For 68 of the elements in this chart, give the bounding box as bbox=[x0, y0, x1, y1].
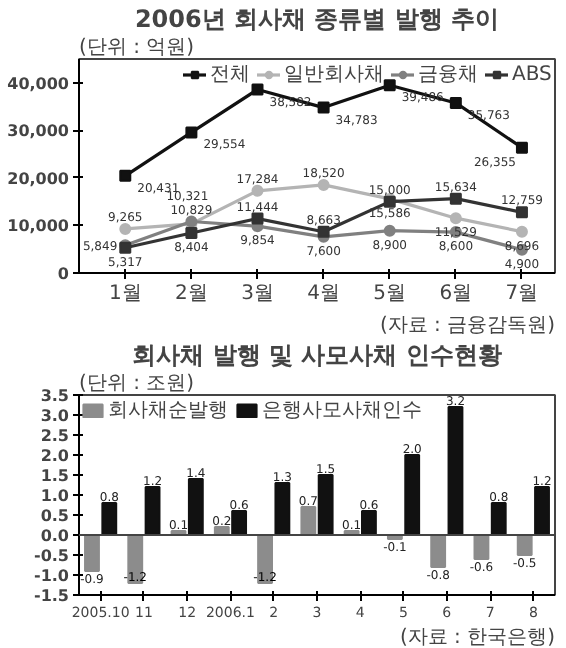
y-tick-label: 1.5 bbox=[40, 467, 70, 485]
legend-label: 전체 bbox=[210, 62, 250, 88]
text: (자료 : 금융감독원) bbox=[379, 315, 556, 337]
point bbox=[119, 222, 132, 235]
x-tick-label: 5월 bbox=[373, 283, 407, 305]
point bbox=[515, 206, 528, 219]
bar bbox=[447, 406, 464, 536]
x-tick-label: 1월 bbox=[108, 283, 142, 305]
y-tick-label: 2.0 bbox=[40, 447, 70, 465]
y-tick-label: 40,000 bbox=[7, 74, 70, 93]
y-tick-label: 20,000 bbox=[7, 169, 70, 188]
bar bbox=[300, 506, 317, 536]
chart-title: 2006년 회사채 종류별 발행 추이 bbox=[134, 5, 500, 33]
y-tick-label: 10,000 bbox=[7, 217, 70, 236]
bar bbox=[404, 454, 421, 536]
legend-label: 은행사모사채인수 bbox=[262, 398, 422, 424]
point bbox=[515, 225, 528, 238]
y-tick-label: 3.0 bbox=[40, 407, 70, 425]
bar bbox=[187, 478, 204, 536]
point bbox=[317, 101, 330, 114]
bar bbox=[231, 510, 248, 536]
bar bbox=[430, 534, 447, 568]
y-tick-label: -1.5 bbox=[34, 587, 70, 605]
bar bbox=[490, 502, 507, 536]
annotation: (단위 : 조원) bbox=[79, 373, 195, 395]
bar bbox=[274, 482, 291, 536]
point bbox=[317, 225, 330, 238]
x-tick-label: 6월 bbox=[439, 283, 473, 305]
y-tick-label: -0.5 bbox=[34, 547, 70, 565]
bar bbox=[101, 502, 118, 536]
x-tick-label: 3월 bbox=[241, 283, 274, 305]
bar bbox=[144, 486, 161, 536]
y-tick-label: 1.0 bbox=[40, 487, 70, 505]
point bbox=[317, 178, 330, 191]
bar bbox=[84, 534, 100, 572]
y-tick-label: 3.5 bbox=[40, 387, 70, 405]
text: (자료 : 한국은행) bbox=[399, 627, 556, 648]
point bbox=[449, 192, 462, 205]
y-tick-label: 0.0 bbox=[40, 527, 70, 545]
point bbox=[251, 184, 264, 197]
point bbox=[515, 141, 528, 154]
y-tick-label: 0.5 bbox=[40, 507, 70, 525]
y-tick-label: -1.0 bbox=[34, 567, 70, 585]
point bbox=[185, 227, 198, 240]
y-tick-label: 30,000 bbox=[7, 122, 70, 141]
point bbox=[383, 224, 396, 237]
point bbox=[119, 169, 132, 182]
legend-label: 일반회사채 bbox=[284, 62, 384, 88]
x-tick-label: 2월 bbox=[175, 283, 208, 305]
x-tick-label: 7월 bbox=[505, 283, 539, 305]
text: (단위 : 억원) bbox=[79, 37, 195, 59]
bar bbox=[516, 534, 533, 556]
point bbox=[449, 96, 462, 109]
x-tick-label: 4월 bbox=[307, 283, 340, 305]
legend-label: ABS bbox=[512, 63, 552, 85]
point bbox=[251, 83, 264, 96]
y-tick-label: 2.5 bbox=[40, 427, 70, 445]
chart-title: 회사채 발행 및 사모사채 인수현황 bbox=[132, 341, 502, 369]
y-tick-label: 0 bbox=[57, 265, 70, 283]
bar bbox=[317, 474, 334, 536]
point bbox=[185, 126, 198, 139]
legend-label: 회사채순발행 bbox=[108, 398, 228, 424]
legend-label: 금융채 bbox=[418, 62, 478, 88]
point bbox=[251, 212, 264, 225]
point bbox=[449, 212, 462, 225]
bar bbox=[534, 486, 550, 536]
point bbox=[383, 79, 396, 92]
bar bbox=[361, 510, 377, 536]
